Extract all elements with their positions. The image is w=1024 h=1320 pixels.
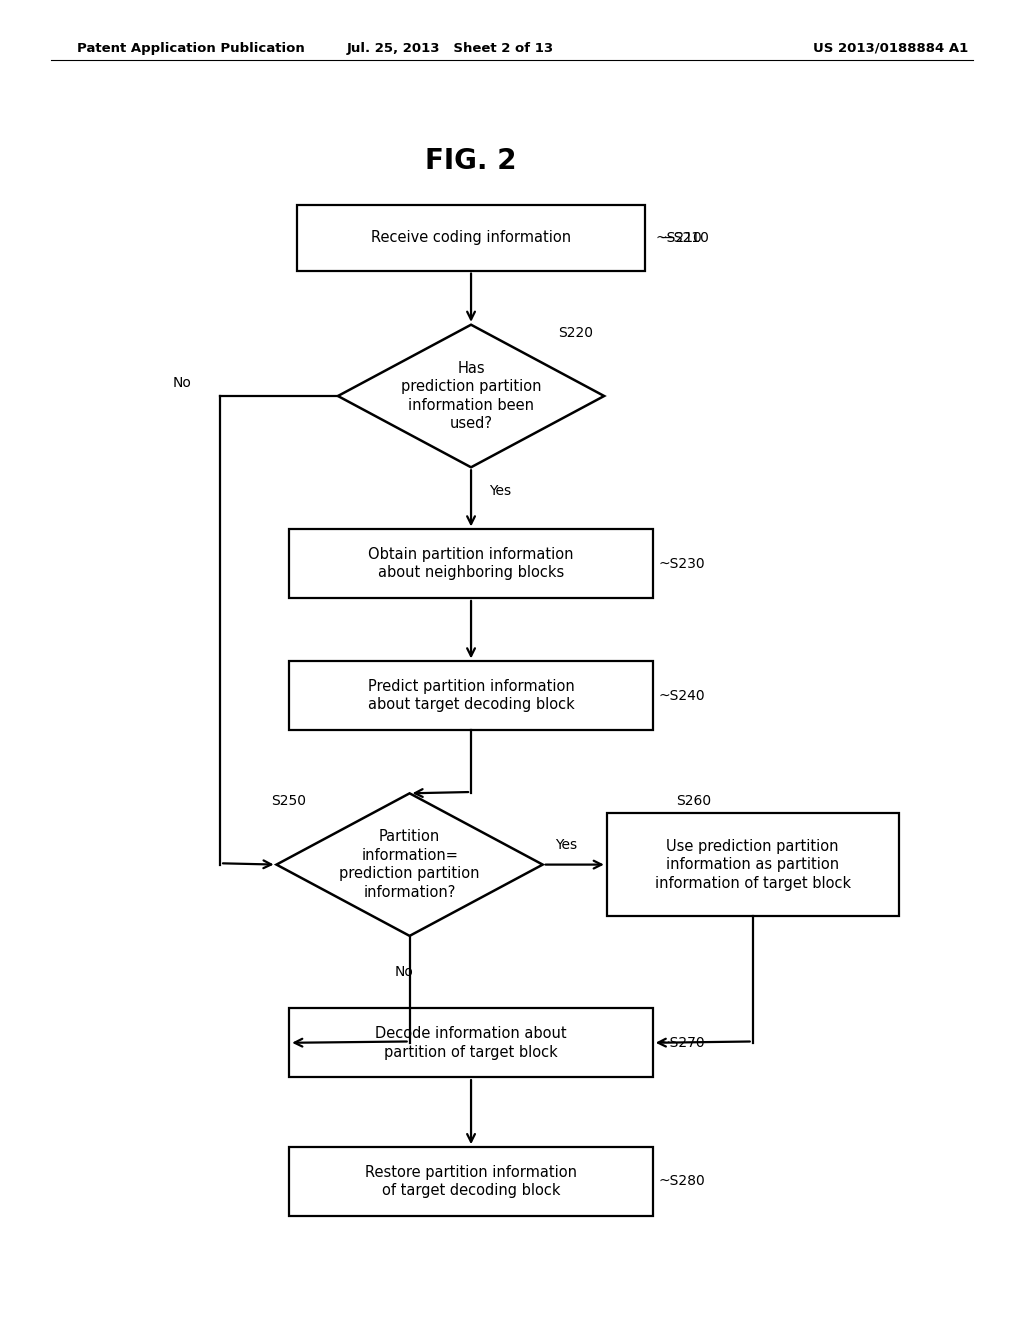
Text: ~S210: ~S210 (655, 231, 702, 244)
Text: ~S280: ~S280 (658, 1175, 706, 1188)
Text: Decode information about
partition of target block: Decode information about partition of ta… (375, 1026, 567, 1060)
Text: ~S240: ~S240 (658, 689, 706, 702)
Text: No: No (173, 376, 191, 389)
Text: S260: S260 (676, 795, 711, 808)
Text: Obtain partition information
about neighboring blocks: Obtain partition information about neigh… (369, 546, 573, 581)
Text: ~S230: ~S230 (658, 557, 706, 570)
Text: S220: S220 (558, 326, 593, 339)
FancyBboxPatch shape (290, 1147, 653, 1216)
FancyBboxPatch shape (297, 205, 645, 271)
Text: Predict partition information
about target decoding block: Predict partition information about targ… (368, 678, 574, 713)
Text: Receive coding information: Receive coding information (371, 230, 571, 246)
Text: Yes: Yes (489, 484, 512, 498)
Text: S250: S250 (271, 795, 306, 808)
FancyBboxPatch shape (606, 813, 899, 916)
Text: —S210: —S210 (660, 231, 710, 244)
Text: ~S270: ~S270 (658, 1036, 706, 1049)
Text: Use prediction partition
information as partition
information of target block: Use prediction partition information as … (654, 838, 851, 891)
Text: Patent Application Publication: Patent Application Publication (77, 42, 304, 54)
Text: No: No (395, 965, 414, 979)
Text: Has
prediction partition
information been
used?: Has prediction partition information bee… (400, 360, 542, 432)
Polygon shape (276, 793, 543, 936)
Text: Partition
information=
prediction partition
information?: Partition information= prediction partit… (339, 829, 480, 900)
FancyBboxPatch shape (290, 529, 653, 598)
Text: US 2013/0188884 A1: US 2013/0188884 A1 (813, 42, 969, 54)
FancyBboxPatch shape (290, 1008, 653, 1077)
Text: Jul. 25, 2013   Sheet 2 of 13: Jul. 25, 2013 Sheet 2 of 13 (347, 42, 554, 54)
Text: Restore partition information
of target decoding block: Restore partition information of target … (365, 1164, 578, 1199)
Text: FIG. 2: FIG. 2 (425, 147, 517, 176)
FancyBboxPatch shape (290, 661, 653, 730)
Text: Yes: Yes (555, 838, 578, 851)
Polygon shape (338, 325, 604, 467)
